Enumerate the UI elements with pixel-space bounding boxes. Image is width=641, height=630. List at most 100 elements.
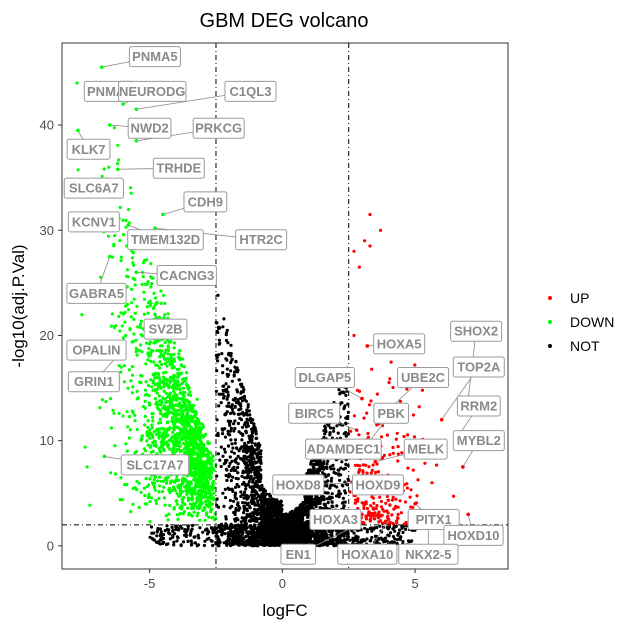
point-down <box>148 436 152 440</box>
point-down <box>180 437 185 441</box>
point-down <box>205 511 209 515</box>
point-not <box>400 526 404 530</box>
point-down <box>149 285 153 289</box>
point-not <box>325 462 329 466</box>
point-down <box>200 490 204 494</box>
point-not <box>229 369 233 373</box>
point-not <box>261 497 265 501</box>
point-not <box>268 538 272 543</box>
point-not <box>220 533 224 537</box>
point-not <box>324 534 328 538</box>
point-down <box>143 282 147 286</box>
point-not <box>331 463 335 467</box>
point-down <box>127 436 131 440</box>
point-not <box>226 429 230 433</box>
point-not <box>337 388 341 392</box>
point-not <box>241 432 245 436</box>
point-not <box>306 515 310 520</box>
point-down <box>170 449 174 453</box>
point-not <box>279 532 283 536</box>
point-not <box>383 539 387 544</box>
point-down <box>154 363 158 367</box>
point-not <box>271 533 276 537</box>
point-down <box>153 397 157 401</box>
point-not <box>251 529 255 533</box>
point-not <box>325 497 330 501</box>
point-not <box>221 325 225 329</box>
point-not <box>156 526 160 531</box>
point-not <box>246 482 250 486</box>
point-down <box>129 186 133 190</box>
point-not <box>288 513 292 517</box>
point-not <box>375 526 379 530</box>
point-not <box>343 491 347 495</box>
point-not <box>245 503 250 507</box>
point-down <box>112 326 117 330</box>
point-not <box>260 524 264 528</box>
point-down <box>156 479 160 483</box>
point-not <box>325 466 329 470</box>
point-not <box>302 509 306 513</box>
point-not <box>221 364 225 368</box>
point-not <box>330 476 334 480</box>
point-not <box>316 529 320 533</box>
point-not <box>342 504 346 508</box>
point-not <box>250 498 254 502</box>
point-down <box>178 391 182 395</box>
point-down <box>180 357 184 361</box>
point-not <box>270 524 274 528</box>
point-not <box>225 542 229 546</box>
point-down <box>130 391 135 395</box>
point-down <box>175 502 179 506</box>
point-down <box>160 362 164 367</box>
point-not <box>229 351 233 356</box>
point-down <box>168 447 172 451</box>
point-not <box>246 464 250 468</box>
point-not <box>321 462 326 466</box>
point-not <box>255 475 259 479</box>
point-down <box>85 465 89 469</box>
point-not <box>258 505 262 509</box>
point-not <box>304 526 308 530</box>
point-down <box>193 501 198 505</box>
point-not <box>182 540 186 544</box>
point-down <box>132 297 136 301</box>
point-not <box>370 536 374 540</box>
point-down <box>181 512 185 516</box>
point-down <box>135 304 139 308</box>
point-not <box>279 520 283 524</box>
point-not <box>236 471 240 475</box>
point-down <box>133 419 137 423</box>
point-down <box>196 511 200 515</box>
point-down <box>80 313 84 317</box>
point-not <box>232 412 236 416</box>
point-not <box>223 532 227 536</box>
point-not <box>327 529 331 533</box>
point-not <box>237 543 241 547</box>
point-down <box>163 301 167 305</box>
point-down <box>175 448 179 452</box>
point-not <box>224 331 229 335</box>
point-not <box>315 501 319 505</box>
point-not <box>251 493 255 497</box>
point-not <box>334 494 339 498</box>
point-not <box>250 446 254 450</box>
point-down <box>131 276 135 280</box>
point-not <box>224 357 228 361</box>
point-not <box>159 534 163 538</box>
point-down <box>179 486 183 490</box>
point-not <box>312 467 316 471</box>
chart-title: GBM DEG volcano <box>200 10 369 32</box>
point-not <box>162 540 166 545</box>
point-not <box>398 528 402 532</box>
point-down <box>195 453 199 457</box>
point-not <box>234 446 239 450</box>
point-not <box>253 541 258 545</box>
point-down <box>151 415 155 419</box>
point-down <box>163 341 167 345</box>
point-not <box>233 419 237 423</box>
point-not <box>256 452 260 456</box>
point-not <box>242 510 246 515</box>
point-not <box>246 403 250 407</box>
point-down <box>154 296 158 300</box>
